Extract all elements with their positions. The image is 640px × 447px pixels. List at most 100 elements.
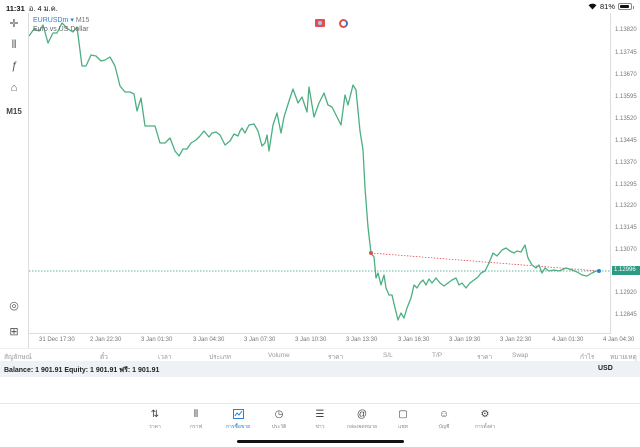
symbol-timeframe: M15 <box>75 17 90 24</box>
bottom-tab-bar: ⇅ ราคา ⫴ กราฟ การซื้อขาย ◷ ประวัติ ☰ ข่า… <box>0 403 640 447</box>
y-tick: 1.13595 <box>615 94 637 100</box>
candlestick-icon: ⫴ <box>193 409 199 420</box>
x-tick: 3 Jan 10:30 <box>295 337 327 343</box>
tab-settings[interactable]: ⚙ การตั้งค่า <box>465 409 505 431</box>
home-indicator[interactable] <box>237 440 404 443</box>
symbol-name[interactable]: EURUSDm <box>33 17 69 24</box>
tab-trade[interactable]: การซื้อขาย <box>218 409 258 431</box>
battery-icon <box>618 3 634 10</box>
balance-summary: Balance: 1 901.91 Equity: 1 901.91 ฟรี: … <box>4 367 160 374</box>
price-line <box>29 22 599 321</box>
tab-label: การตั้งค่า <box>474 424 496 430</box>
x-tick: 3 Jan 19:30 <box>449 337 481 343</box>
trade-line <box>370 252 600 272</box>
status-time: 11:31 <box>6 4 25 13</box>
balance-currency: USD <box>598 365 613 372</box>
tab-charts[interactable]: ⫴ กราฟ <box>176 409 216 431</box>
y-tick: 1.12920 <box>615 290 637 296</box>
x-tick: 3 Jan 01:30 <box>141 337 173 343</box>
function-icon[interactable]: ƒ <box>10 60 18 72</box>
tab-label: กราฟ <box>189 424 203 430</box>
tab-label: กล่องจดหมาย <box>346 424 378 430</box>
time-axis[interactable]: 31 Dec 17:30 2 Jan 22:30 3 Jan 01:30 3 J… <box>29 334 640 348</box>
tab-label: ประวัติ <box>271 424 287 430</box>
x-tick: 4 Jan 04:30 <box>603 337 635 343</box>
timeframe-button[interactable]: M15 <box>6 106 22 116</box>
entry-marker[interactable] <box>369 251 373 255</box>
status-date: อ. 4 ม.ค. <box>28 4 58 13</box>
chart-area[interactable]: EURUSDm ▾ M15 Euro vs US Dollar 1.13820 … <box>28 13 640 348</box>
y-tick: 1.13820 <box>615 27 637 33</box>
col-comment[interactable]: หมายเหตุ <box>610 354 637 361</box>
x-tick: 3 Jan 16:30 <box>398 337 430 343</box>
crosshair-icon[interactable]: ✛ <box>9 17 19 30</box>
one-click-trading-icon[interactable] <box>315 19 325 27</box>
tab-label: แชท <box>398 424 408 430</box>
tab-label: บัญชี <box>438 424 450 430</box>
col-time[interactable]: เวลา <box>158 354 172 361</box>
signal-icon[interactable] <box>339 19 348 28</box>
tab-mailbox[interactable]: @ กล่องจดหมาย <box>342 409 382 431</box>
y-tick: 1.13070 <box>615 247 637 253</box>
wifi-icon <box>588 3 597 10</box>
trade-chart-icon <box>218 409 258 421</box>
y-tick: 1.13445 <box>615 138 637 144</box>
mail-icon: @ <box>356 409 368 420</box>
col-type[interactable]: ประเภท <box>209 354 231 361</box>
x-tick: 3 Jan 22:30 <box>500 337 532 343</box>
balance-row: Balance: 1 901.91 Equity: 1 901.91 ฟรี: … <box>0 361 640 377</box>
account-icon: ☺ <box>438 409 450 420</box>
col-volume[interactable]: Volume <box>268 352 290 359</box>
status-indicators: 81% <box>588 2 634 11</box>
price-axis[interactable]: 1.13820 1.13745 1.13670 1.13595 1.13520 … <box>612 13 640 334</box>
trade-table-header: สัญลักษณ์ ตั๋ว เวลา ประเภท Volume ราคา S… <box>0 348 640 361</box>
col-symbol[interactable]: สัญลักษณ์ <box>4 354 32 361</box>
col-swap[interactable]: Swap <box>512 352 529 359</box>
price-chart <box>29 22 611 321</box>
y-tick: 1.13745 <box>615 50 637 56</box>
quick-trade-icon[interactable]: ◎ <box>9 299 19 312</box>
col-price-current[interactable]: ราคา <box>477 354 493 361</box>
new-order-icon[interactable]: ⊞ <box>9 325 19 338</box>
x-tick: 3 Jan 04:30 <box>193 337 225 343</box>
tab-label: ข่าว <box>315 424 325 430</box>
tab-history[interactable]: ◷ ประวัติ <box>259 409 299 431</box>
x-tick: 3 Jan 13:30 <box>346 337 378 343</box>
y-tick: 1.13370 <box>615 160 637 166</box>
x-tick: 31 Dec 17:30 <box>39 337 75 343</box>
status-bar: 11:31 อ. 4 ม.ค. 81% <box>0 0 640 13</box>
tab-label: ราคา <box>149 424 161 430</box>
objects-icon[interactable]: ⌂ <box>10 82 18 94</box>
col-profit[interactable]: กำไร <box>580 354 595 361</box>
status-time-date: 11:31 อ. 4 ม.ค. <box>6 3 58 15</box>
y-tick: 1.13670 <box>615 72 637 78</box>
battery-percent: 81% <box>599 2 615 11</box>
news-icon: ☰ <box>315 409 325 420</box>
col-ticket[interactable]: ตั๋ว <box>100 354 108 361</box>
col-sl[interactable]: S/L <box>383 352 393 359</box>
tab-label: การซื้อขาย <box>225 424 251 430</box>
tab-chat[interactable]: ▢ แชท <box>383 409 423 431</box>
current-price-tag: 1.12996 <box>612 266 640 275</box>
indicators-icon[interactable]: ⫴ <box>11 38 17 51</box>
chart-toolbar: ✛ ⫴ ƒ ⌂ M15 ◎ ⊞ <box>0 13 28 346</box>
x-tick: 4 Jan 01:30 <box>552 337 584 343</box>
chart-plot[interactable]: EURUSDm ▾ M15 Euro vs US Dollar <box>29 13 611 334</box>
tab-news[interactable]: ☰ ข่าว <box>300 409 340 431</box>
chat-icon: ▢ <box>398 409 408 420</box>
symbol-description: Euro vs US Dollar <box>33 26 89 33</box>
trade-chart-icon-svg <box>232 409 244 419</box>
x-tick: 2 Jan 22:30 <box>90 337 122 343</box>
y-tick: 1.13295 <box>615 182 637 188</box>
gear-icon: ⚙ <box>480 409 490 420</box>
y-tick: 1.13145 <box>615 225 637 231</box>
tab-account[interactable]: ☺ บัญชี <box>424 409 464 431</box>
col-price-open[interactable]: ราคา <box>328 354 344 361</box>
y-tick: 1.13520 <box>615 116 637 122</box>
y-tick: 1.12845 <box>615 312 637 318</box>
symbol-header[interactable]: EURUSDm ▾ M15 Euro vs US Dollar <box>33 16 89 34</box>
history-icon: ◷ <box>274 409 284 420</box>
tab-quotes[interactable]: ⇅ ราคา <box>135 409 175 431</box>
timeframe-dropdown-icon[interactable]: ▾ <box>70 17 74 24</box>
col-tp[interactable]: T/P <box>432 352 443 359</box>
